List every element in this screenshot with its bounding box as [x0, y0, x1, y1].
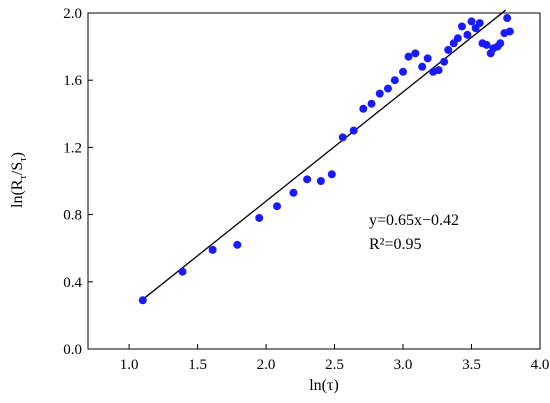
data-point	[375, 89, 384, 98]
data-point	[453, 34, 462, 43]
data-point	[273, 202, 282, 211]
data-point	[475, 19, 484, 28]
data-point	[404, 52, 413, 61]
data-point	[505, 27, 514, 36]
y-axis-label: ln(Rτ/Sτ)	[9, 152, 29, 208]
y-tick-label: 1.6	[63, 73, 82, 89]
data-point	[457, 22, 466, 31]
data-point	[359, 104, 368, 113]
data-point	[440, 57, 449, 66]
y-label-end: )	[9, 152, 26, 157]
tick-labels: 1.0 1.5 2.0 2.5 3.0 3.5 4.0 0.0 0.4 0.8 1.2 1.6 2.0	[63, 6, 549, 373]
x-tick-label: 1.0	[120, 357, 139, 373]
y-tick-label: 0.0	[63, 342, 82, 358]
data-point	[503, 14, 512, 23]
data-point	[233, 240, 242, 249]
data-point	[327, 170, 336, 179]
y-label-mid: /S	[9, 162, 26, 175]
data-point	[208, 245, 217, 254]
x-tick-label: 2.5	[325, 357, 344, 373]
data-point	[463, 30, 472, 39]
data-point	[255, 213, 264, 222]
data-point	[303, 175, 312, 184]
data-point	[367, 99, 376, 108]
data-point	[411, 49, 420, 58]
data-point	[138, 296, 147, 305]
data-point	[482, 40, 491, 49]
data-point	[423, 54, 432, 63]
y-label-sub1: τ	[17, 175, 29, 180]
y-label-main: ln(R	[9, 179, 26, 208]
plot-frame	[87, 12, 541, 350]
x-tick-label: 3.0	[394, 357, 413, 373]
equation-annotation: y=0.65x−0.42	[369, 212, 459, 229]
data-point	[444, 45, 453, 54]
data-point	[383, 84, 392, 93]
data-point	[316, 177, 325, 185]
x-tick-label: 1.5	[188, 357, 207, 373]
fit-line-layer	[142, 9, 507, 300]
x-tick-label: 2.0	[257, 357, 276, 373]
y-label-sub2: τ	[17, 157, 29, 162]
data-point	[338, 133, 347, 142]
data-point	[390, 76, 399, 85]
r-squared-annotation: R²=0.95	[369, 236, 422, 253]
data-point	[349, 126, 358, 135]
y-tick-label: 0.4	[63, 275, 82, 291]
y-tick-label: 0.8	[63, 208, 82, 224]
data-point	[434, 66, 443, 75]
data-point	[289, 188, 298, 197]
x-axis-label: ln(τ)	[309, 377, 339, 394]
x-tick-label: 4.0	[531, 357, 550, 373]
x-tick-label: 3.5	[462, 357, 481, 373]
data-point	[496, 39, 505, 48]
y-tick-label: 2.0	[63, 6, 82, 22]
data-point	[178, 267, 187, 276]
regression-line	[142, 9, 507, 300]
y-tick-label: 1.2	[63, 140, 82, 156]
plot-axes	[87, 12, 541, 350]
data-point	[399, 67, 408, 76]
data-point	[418, 62, 427, 71]
data-points	[138, 14, 514, 305]
data-point	[467, 17, 476, 26]
